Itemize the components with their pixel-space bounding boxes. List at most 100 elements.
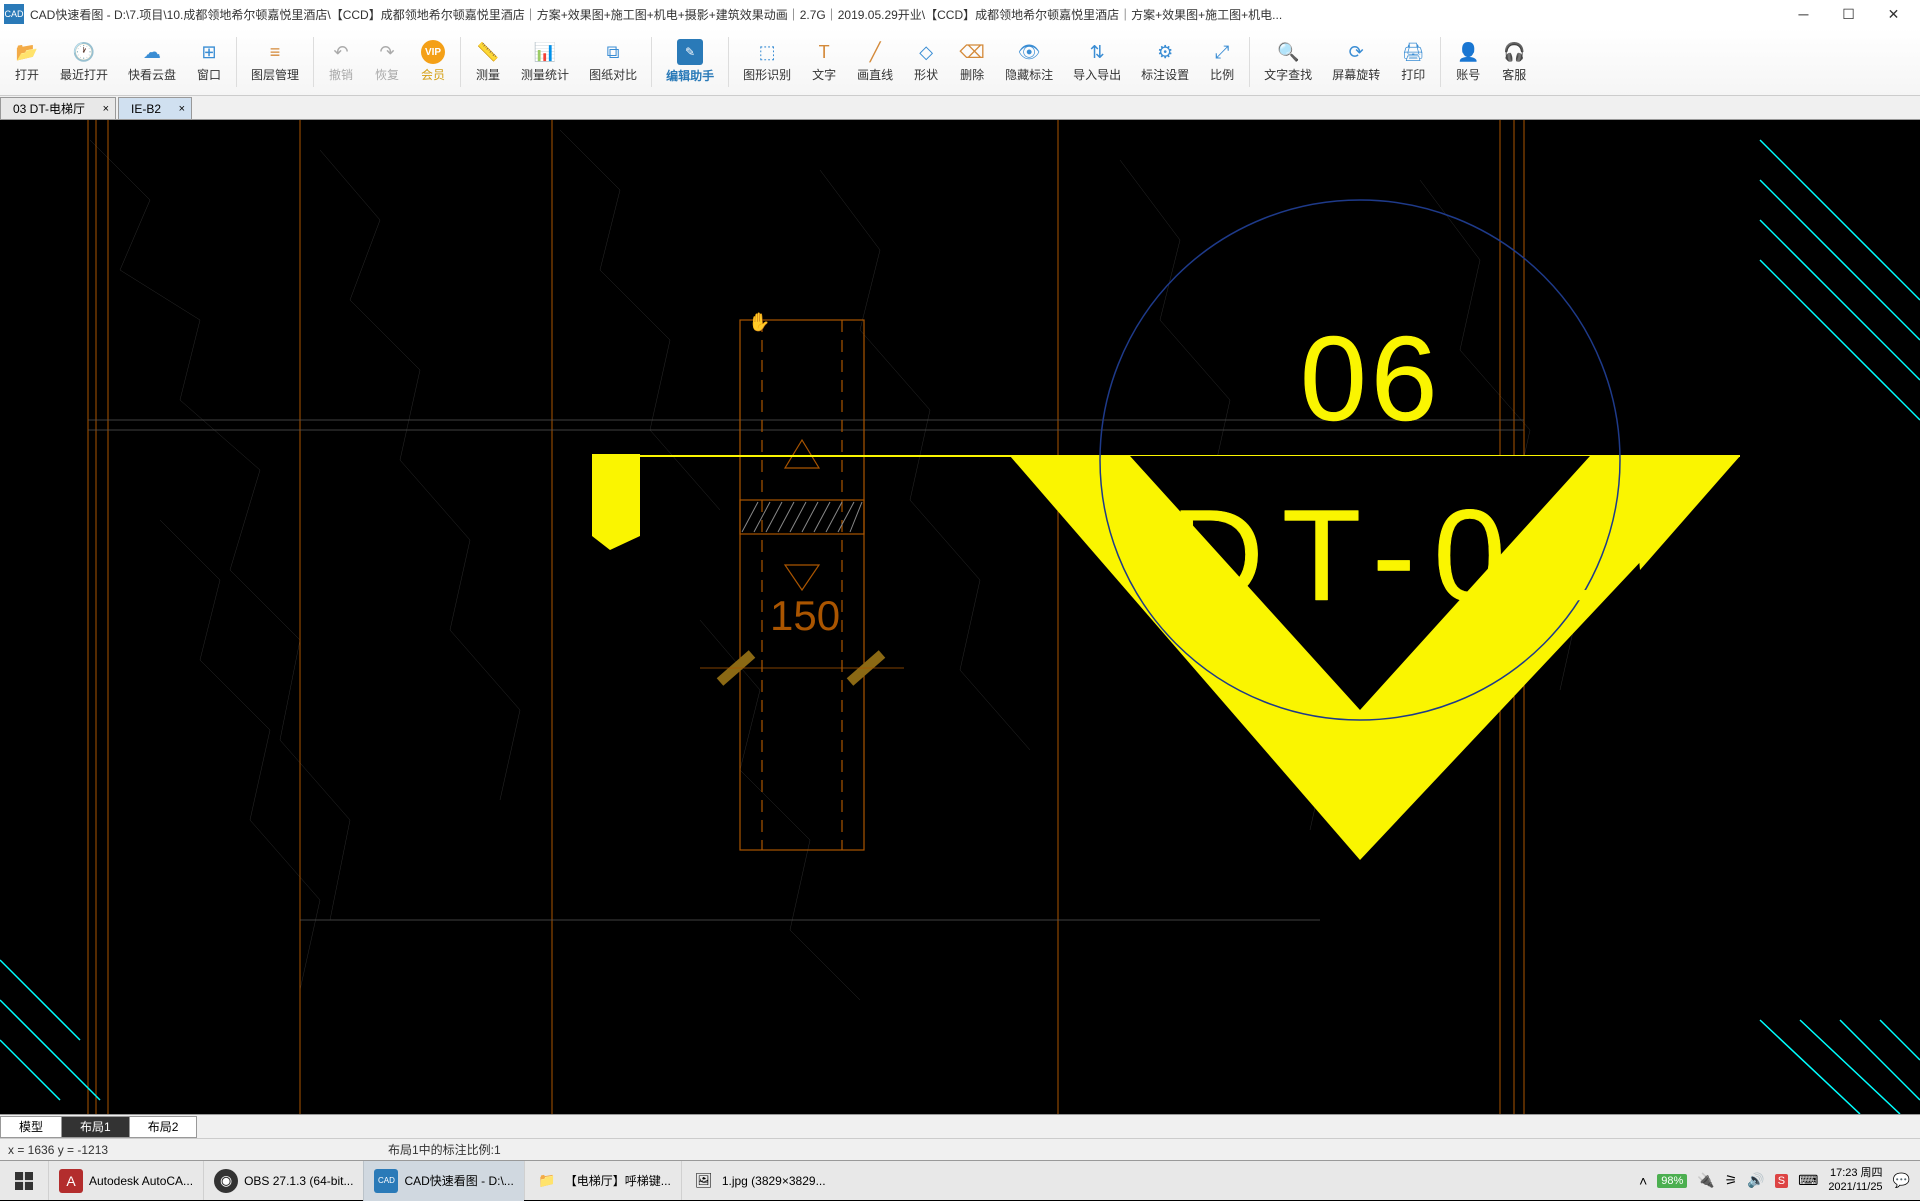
layer-button[interactable]: ≡ 图层管理 [241, 36, 309, 87]
layout-tabs: 模型 布局1 布局2 [0, 1114, 1920, 1138]
titlebar: CAD CAD快速看图 - D:\7.项目\10.成都领地希尔顿嘉悦里酒店\【C… [0, 0, 1920, 28]
measure-stat-button[interactable]: 📊测量统计 [511, 36, 579, 87]
document-tabs: 03 DT-电梯厅× IE-B2 × [0, 96, 1920, 120]
tab-label: 布局2 [148, 1118, 179, 1135]
callout-number: 06 [1300, 312, 1441, 446]
tab-close-icon[interactable]: × [179, 103, 185, 115]
battery-indicator[interactable]: 98% [1657, 1174, 1687, 1188]
import-export-label: 导入导出 [1073, 66, 1121, 83]
tab-document-1[interactable]: IE-B2 × [118, 97, 192, 119]
redo-label: 恢复 [375, 66, 399, 83]
line-icon: ╱ [863, 40, 887, 64]
network-icon[interactable]: ⚞ [1725, 1172, 1738, 1189]
taskbar-label: 【电梯厅】呼梯键... [565, 1172, 671, 1189]
volume-icon[interactable]: 🔊 [1747, 1172, 1764, 1189]
user-icon: 👤 [1456, 40, 1480, 64]
measure-label: 测量 [476, 66, 500, 83]
close-button[interactable]: ✕ [1871, 0, 1916, 28]
keyboard-icon[interactable]: ⌨ [1798, 1172, 1818, 1189]
taskbar: A Autodesk AutoCA... ◉OBS 27.1.3 (64-bit.… [0, 1160, 1920, 1200]
annot-setting-button[interactable]: ⚙标注设置 [1131, 36, 1199, 87]
taskbar-item-image[interactable]: 🖼1.jpg (3829×3829... [681, 1161, 836, 1201]
rotate-label: 屏幕旋转 [1332, 66, 1380, 83]
tab-label: IE-B2 [131, 102, 161, 116]
text-button[interactable]: T文字 [801, 36, 847, 87]
callout-code: DT-01 [1170, 482, 1614, 628]
drawing-svg: 150 06 DT-01 ✋ [0, 120, 1920, 1114]
account-button[interactable]: 👤账号 [1445, 36, 1491, 87]
taskbar-item-obs[interactable]: ◉OBS 27.1.3 (64-bit... [203, 1161, 363, 1201]
taskbar-label: Autodesk AutoCA... [89, 1174, 193, 1188]
tab-layout1[interactable]: 布局1 [61, 1116, 130, 1138]
app-icon: CAD [4, 4, 24, 24]
notifications-icon[interactable]: 💬 [1893, 1172, 1910, 1189]
eraser-icon: ⌫ [960, 40, 984, 64]
shape-button[interactable]: ◇形状 [903, 36, 949, 87]
ime-icon[interactable]: S [1775, 1174, 1788, 1188]
vip-button[interactable]: VIP会员 [410, 36, 456, 87]
tab-document-0[interactable]: 03 DT-电梯厅× [0, 97, 116, 119]
taskbar-item-explorer[interactable]: 📁【电梯厅】呼梯键... [524, 1161, 681, 1201]
taskbar-item-cadviewer[interactable]: CADCAD快速看图 - D:\... [363, 1161, 523, 1201]
eye-off-icon: 👁 [1017, 40, 1041, 64]
folder-open-icon: 📂 [15, 40, 39, 64]
separator [1440, 37, 1441, 87]
line-button[interactable]: ╱画直线 [847, 36, 903, 87]
edit-helper-button[interactable]: ✎编辑助手 [656, 35, 724, 88]
redo-button[interactable]: ↷ 恢复 [364, 36, 410, 87]
autocad-icon: A [59, 1169, 83, 1193]
tab-model[interactable]: 模型 [0, 1116, 62, 1138]
edit-helper-icon: ✎ [677, 39, 703, 65]
cloud-label: 快看云盘 [128, 66, 176, 83]
minimize-button[interactable]: ─ [1781, 0, 1826, 28]
undo-label: 撤销 [329, 66, 353, 83]
cadviewer-icon: CAD [374, 1169, 398, 1193]
shape-recog-button[interactable]: ⬚图形识别 [733, 36, 801, 87]
maximize-button[interactable]: ☐ [1826, 0, 1871, 28]
cloud-button[interactable]: ☁快看云盘 [118, 36, 186, 87]
scale-icon: ⤢ [1210, 40, 1234, 64]
tab-close-icon[interactable]: × [103, 103, 109, 115]
compare-button[interactable]: ⧉图纸对比 [579, 36, 647, 87]
service-button[interactable]: 🎧客服 [1491, 36, 1537, 87]
hide-annot-label: 隐藏标注 [1005, 66, 1053, 83]
redo-icon: ↷ [375, 40, 399, 64]
window-title: CAD快速看图 - D:\7.项目\10.成都领地希尔顿嘉悦里酒店\【CCD】成… [30, 6, 1781, 23]
layers-icon: ≡ [263, 40, 287, 64]
tab-layout2[interactable]: 布局2 [129, 1116, 198, 1138]
stats-icon: 📊 [533, 40, 557, 64]
rotate-button[interactable]: ⟳ 屏幕旋转 [1322, 36, 1390, 87]
layer-label: 图层管理 [251, 66, 299, 83]
power-icon[interactable]: 🔌 [1697, 1172, 1714, 1189]
statusbar: x = 1636 y = -1213 布局1中的标注比例:1 [0, 1138, 1920, 1160]
open-button[interactable]: 📂打开 [4, 36, 50, 87]
rotate-icon: ⟳ [1344, 40, 1368, 64]
vip-icon: VIP [421, 40, 445, 64]
compare-icon: ⧉ [601, 40, 625, 64]
image-icon: 🖼 [692, 1169, 716, 1193]
recent-button[interactable]: 🕐最近打开 [50, 36, 118, 87]
print-icon: 🖨 [1401, 40, 1425, 64]
text-search-button[interactable]: 🔍文字查找 [1254, 36, 1322, 87]
status-info: 布局1中的标注比例:1 [388, 1141, 1912, 1158]
undo-button[interactable]: ↶撤销 [318, 36, 364, 87]
hide-annot-button[interactable]: 👁 隐藏标注 [995, 36, 1063, 87]
taskbar-item-autocad[interactable]: A Autodesk AutoCA... [48, 1161, 203, 1201]
scale-label: 比例 [1210, 66, 1234, 83]
import-export-button[interactable]: ⇅导入导出 [1063, 36, 1131, 87]
separator [236, 37, 237, 87]
shape-label: 形状 [914, 66, 938, 83]
separator [651, 37, 652, 87]
coord-readout: x = 1636 y = -1213 [8, 1143, 388, 1157]
print-button[interactable]: 🖨打印 [1390, 36, 1436, 87]
tray-chevron-icon[interactable]: ˄ [1639, 1173, 1647, 1189]
cad-canvas[interactable]: 150 06 DT-01 ✋ [0, 120, 1920, 1114]
headset-icon: 🎧 [1502, 40, 1526, 64]
scale-button[interactable]: ⤢ 比例 [1199, 36, 1245, 87]
delete-button[interactable]: ⌫删除 [949, 36, 995, 87]
measure-button[interactable]: 📏测量 [465, 36, 511, 87]
start-button[interactable] [0, 1161, 48, 1201]
window-button[interactable]: ⊞窗口 [186, 36, 232, 87]
clock[interactable]: 17:23 周四 2021/11/25 [1828, 1167, 1882, 1193]
separator [460, 37, 461, 87]
